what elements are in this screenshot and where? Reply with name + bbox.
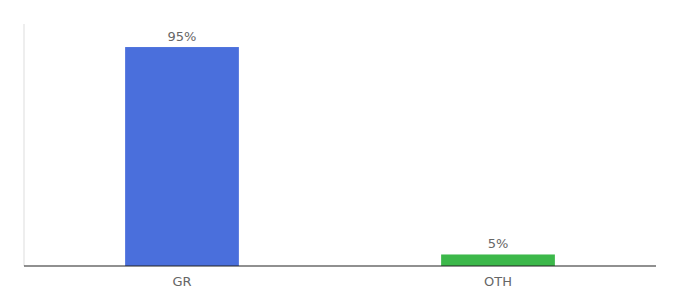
x-tick-label: OTH xyxy=(484,274,512,289)
plot-area: GR OTH 95% 5% xyxy=(24,24,656,289)
bars xyxy=(125,47,555,266)
data-label: 5% xyxy=(488,236,509,251)
bar xyxy=(441,254,555,266)
chart-container: GR OTH 95% 5% xyxy=(0,0,680,300)
bar xyxy=(125,47,239,266)
data-label: 95% xyxy=(168,29,197,44)
x-tick-label: GR xyxy=(172,274,191,289)
y-axis-line xyxy=(24,24,25,266)
page: {"chart_data": {"type": "bar", "categori… xyxy=(0,0,680,300)
x-axis-line xyxy=(24,265,656,266)
chart-svg: GR OTH 95% 5% xyxy=(0,0,680,300)
